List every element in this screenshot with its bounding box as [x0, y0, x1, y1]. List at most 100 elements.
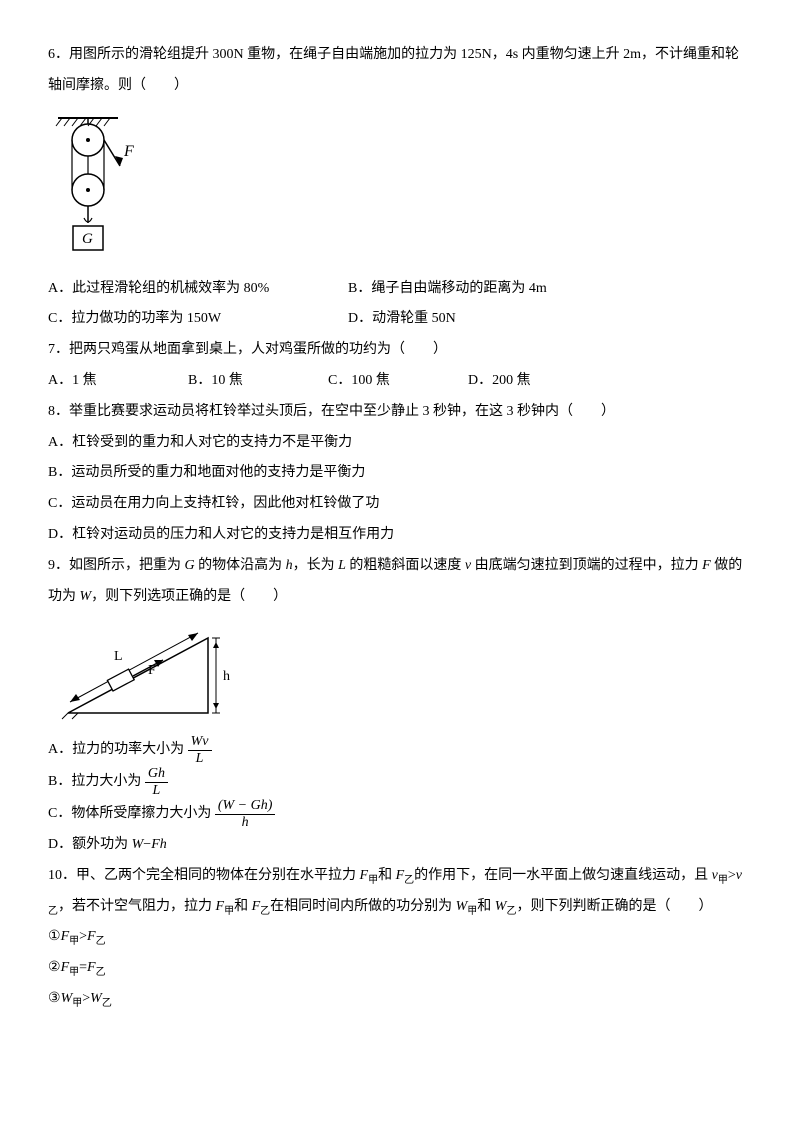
q10-Fyi2: F [252, 899, 261, 914]
q10-num: 10． [48, 868, 76, 883]
q6-num: 6． [48, 47, 69, 62]
q6-G-label: G [82, 231, 93, 247]
q6-opt-a: A．此过程滑轮组的机械效率为 80% [48, 274, 348, 305]
q9-W: W [80, 589, 92, 604]
q10-sub-jia4: 甲 [467, 905, 477, 916]
q10-c1: ① [48, 929, 61, 944]
q10-sub-yi3: 乙 [260, 905, 270, 916]
q10-tc: 的作用下，在同一水平面上做匀速直线运动，且 [414, 868, 712, 883]
q9-tg: 功为 [48, 589, 80, 604]
q10-opt1: ①F甲>F乙 [48, 922, 745, 953]
q9-L: L [338, 558, 346, 573]
q10-o1-F2: F [87, 929, 96, 944]
q10-gt: > [728, 868, 736, 883]
q9-th: ，则下列选项正确的是（ ） [91, 589, 287, 604]
q10-o3-W2: W [90, 991, 102, 1006]
q6-line1: 6．用图所示的滑轮组提升 300N 重物，在绳子自由端施加的拉力为 125N，4… [48, 40, 745, 71]
q9-td: 的粗糙斜面以速度 [346, 558, 465, 573]
q9-optd-W: W [132, 837, 144, 852]
q10-sub-yi1: 乙 [404, 875, 414, 886]
q10-sub-yi4: 乙 [506, 905, 516, 916]
q10-Fyi: F [396, 868, 405, 883]
q10-line2: 乙，若不计空气阻力，拉力 F甲和 F乙在相同时间内所做的功分别为 W甲和 W乙，… [48, 892, 745, 923]
q7-opt-b: B．10 焦 [188, 366, 328, 397]
q9-G: G [185, 558, 195, 573]
q8-stem: 举重比赛要求运动员将杠铃举过头顶后，在空中至少静止 3 秒钟，在这 3 秒钟内（… [69, 404, 615, 419]
q9-h: h [286, 558, 293, 573]
q10-sub-jia3: 甲 [224, 905, 234, 916]
q9-opta-pre: A．拉力的功率大小为 [48, 742, 188, 757]
q9-optc-frac: (W − Gh)h [215, 798, 276, 830]
q6-text-a: 用图所示的滑轮组提升 300N 重物，在绳子自由端施加的拉力为 125N，4s … [69, 47, 739, 62]
q10-o3-s2: 乙 [102, 998, 112, 1009]
q8-opt-b: B．运动员所受的重力和地面对他的支持力是平衡力 [48, 458, 745, 489]
q9-num: 9． [48, 558, 69, 573]
q7-opt-d: D．200 焦 [468, 366, 608, 397]
q10-sub-jia2: 甲 [718, 875, 728, 886]
q10-o2-F2: F [87, 960, 96, 975]
q6-opt-d: D．动滑轮重 50N [348, 304, 456, 335]
q10-c3: ③ [48, 991, 61, 1006]
q9-opta-frac: WvL [188, 734, 212, 766]
q8-text: 8．举重比赛要求运动员将杠铃举过头顶后，在空中至少静止 3 秒钟，在这 3 秒钟… [48, 397, 745, 428]
q9-tb: 的物体沿高为 [195, 558, 286, 573]
q9-diagram: h L F [48, 618, 745, 728]
q10-opt3: ③W甲>W乙 [48, 984, 745, 1015]
q10-tf: ，则下列判断正确的是（ ） [516, 899, 712, 914]
q6-text-b: 轴间摩擦。则（ ） [48, 78, 188, 93]
q9-h-label: h [223, 669, 230, 684]
q9-tc: ，长为 [293, 558, 339, 573]
q10-sub-yi2: 乙 [48, 905, 58, 916]
q10-line1: 10．甲、乙两个完全相同的物体在分别在水平拉力 F甲和 F乙的作用下，在同一水平… [48, 861, 745, 892]
q10-o3-s1: 甲 [72, 998, 82, 1009]
q9-tf: 做的 [711, 558, 743, 573]
q9-F-label: F [148, 663, 156, 678]
q10-o2-s1: 甲 [69, 967, 79, 978]
q10-o1-s2: 乙 [96, 936, 106, 947]
q9-opt-c: C．物体所受摩擦力大小为 (W − Gh)h [48, 798, 745, 830]
q9-F: F [702, 558, 711, 573]
q9-opt-d: D．额外功为 W−Fh [48, 830, 745, 861]
q9-optd-Fh: Fh [151, 837, 167, 852]
q8-opt-d: D．杠铃对运动员的压力和人对它的支持力是相互作用力 [48, 520, 745, 551]
q9-opt-b: B．拉力大小为 GhL [48, 766, 745, 798]
q10-o2-s2: 乙 [96, 967, 106, 978]
q8-opt-a: A．杠铃受到的重力和人对它的支持力不是平衡力 [48, 428, 745, 459]
q10-Fjia: F [360, 868, 369, 883]
q10-o3-gt: > [82, 991, 90, 1006]
q9-line1: 9．如图所示，把重为 G 的物体沿高为 h，长为 L 的粗糙斜面以速度 v 由底… [48, 551, 745, 582]
q10-sub-jia1: 甲 [368, 875, 378, 886]
q6-opt-b: B．绳子自由端移动的距离为 4m [348, 274, 547, 305]
q10-tb2: 和 [234, 899, 252, 914]
q6-options-row2: C．拉力做功的功率为 150W D．动滑轮重 50N [48, 304, 745, 335]
q10-td: ，若不计空气阻力，拉力 [58, 899, 216, 914]
q10-o2-eq: = [79, 960, 87, 975]
q10-tb: 和 [378, 868, 396, 883]
q7-options: A．1 焦 B．10 焦 C．100 焦 D．200 焦 [48, 366, 745, 397]
q7-num: 7． [48, 342, 69, 357]
q9-te: 由底端匀速拉到顶端的过程中，拉力 [471, 558, 702, 573]
q10-Wjia: W [456, 899, 468, 914]
q10-tb3: 和 [477, 899, 495, 914]
q6-F-label: F [123, 143, 134, 160]
q7-stem: 把两只鸡蛋从地面拿到桌上，人对鸡蛋所做的功约为（ ） [69, 342, 447, 357]
q10-opt2: ②F甲=F乙 [48, 953, 745, 984]
q10-c2: ② [48, 960, 61, 975]
q10-o1-F1: F [61, 929, 70, 944]
q6-line2: 轴间摩擦。则（ ） [48, 71, 745, 102]
q6-opt-c: C．拉力做功的功率为 150W [48, 304, 348, 335]
q7-opt-a: A．1 焦 [48, 366, 188, 397]
q10-ta: 甲、乙两个完全相同的物体在分别在水平拉力 [76, 868, 360, 883]
q6-diagram: F G [48, 108, 745, 268]
q9-line2: 功为 W，则下列选项正确的是（ ） [48, 582, 745, 613]
q9-optd-pre: D．额外功为 [48, 837, 132, 852]
q9-optc-pre: C．物体所受摩擦力大小为 [48, 806, 215, 821]
q7-opt-c: C．100 焦 [328, 366, 468, 397]
q10-te: 在相同时间内所做的功分别为 [270, 899, 456, 914]
q6-options-row1: A．此过程滑轮组的机械效率为 80% B．绳子自由端移动的距离为 4m [48, 274, 745, 305]
q10-o1-s1: 甲 [69, 936, 79, 947]
q10-vyi: v [736, 868, 742, 883]
q10-o3-W1: W [61, 991, 73, 1006]
q8-opt-c: C．运动员在用力向上支持杠铃，因此他对杠铃做了功 [48, 489, 745, 520]
q7-text: 7．把两只鸡蛋从地面拿到桌上，人对鸡蛋所做的功约为（ ） [48, 335, 745, 366]
